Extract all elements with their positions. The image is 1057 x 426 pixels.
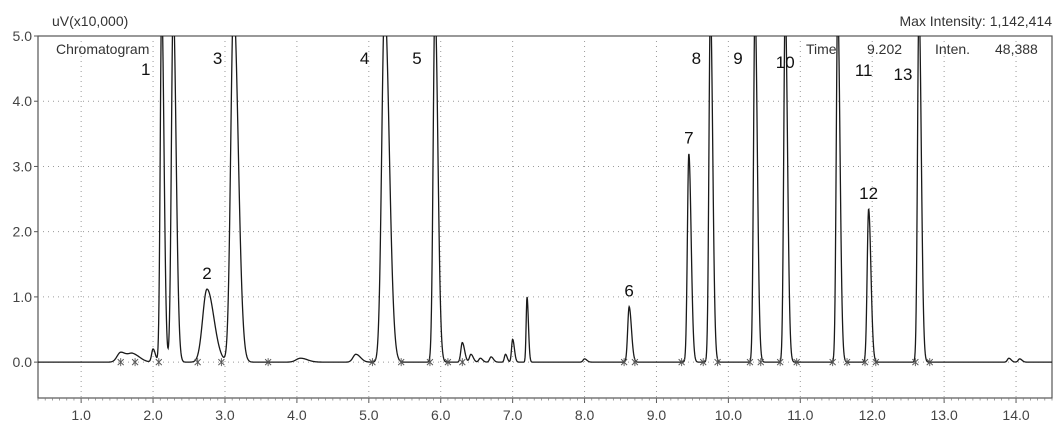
peak-label: 13 <box>893 65 912 84</box>
x-tick-label: 3.0 <box>215 407 235 423</box>
chromatogram-trace <box>38 36 1052 363</box>
readout-inten-value: 48,388 <box>995 41 1038 57</box>
x-tick-label: 6.0 <box>431 407 451 423</box>
peak-label: 5 <box>412 49 421 68</box>
chart-title: Chromatogram <box>56 41 149 57</box>
peak-label: 1 <box>141 60 150 79</box>
x-tick-label: 14.0 <box>1002 407 1029 423</box>
y-tick-label: 4.0 <box>13 93 33 109</box>
integration-mark <box>155 358 163 367</box>
integration-mark <box>631 358 639 367</box>
integration-mark <box>194 358 201 367</box>
integration-mark <box>444 358 452 367</box>
integration-mark <box>131 358 139 367</box>
peak-label: 9 <box>733 49 742 68</box>
peak-label: 11 <box>855 61 873 80</box>
integration-mark <box>843 358 851 367</box>
integration-mark <box>264 358 272 367</box>
readout-time-value: 9.202 <box>867 41 902 57</box>
peak-label: 7 <box>684 128 693 147</box>
peak-label: 10 <box>776 53 795 72</box>
x-tick-label: 1.0 <box>71 407 91 423</box>
integration-mark <box>746 358 754 367</box>
y-axis-label: uV(x10,000) <box>52 13 128 29</box>
signal-line <box>38 36 1052 363</box>
peak-label: 4 <box>360 49 369 68</box>
readout-time-label: Time <box>806 41 837 57</box>
integration-mark <box>776 358 784 367</box>
y-tick-label: 3.0 <box>13 158 33 174</box>
integration-mark <box>912 358 919 367</box>
x-axis-ticks: 1.0 2.0 3.0 4.0 5.0 6.0 7.0 8.0 9.0 10.0 11.0 12.0 1… <box>37 398 1053 423</box>
x-tick-label: 8.0 <box>575 407 595 423</box>
integration-mark <box>926 358 934 367</box>
y-tick-label: 0.0 <box>13 354 33 370</box>
integration-mark <box>117 358 125 367</box>
x-tick-label: 13.0 <box>931 407 958 423</box>
peak-label: 8 <box>692 49 701 68</box>
integration-mark <box>861 358 869 367</box>
y-axis-ticks: 0.0 1.0 2.0 3.0 4.0 5.0 <box>13 28 38 370</box>
x-tick-label: 11.0 <box>787 407 813 423</box>
x-tick-label: 10.0 <box>715 407 742 423</box>
y-tick-label: 1.0 <box>13 289 33 305</box>
max-intensity-label: Max Intensity: 1,142,414 <box>899 13 1052 29</box>
integration-mark <box>678 358 685 367</box>
integration-mark <box>397 358 405 367</box>
integration-mark <box>699 358 707 367</box>
peak-label: 6 <box>624 282 633 301</box>
x-tick-label: 4.0 <box>287 407 307 423</box>
integration-mark <box>426 358 434 367</box>
peak-label: 12 <box>859 184 878 203</box>
x-tick-label: 7.0 <box>503 407 523 423</box>
integration-mark <box>757 358 765 367</box>
integration-mark <box>872 358 880 367</box>
integration-mark <box>369 358 376 367</box>
integration-mark <box>714 358 721 367</box>
y-tick-label: 5.0 <box>13 28 33 44</box>
integration-mark <box>458 358 466 367</box>
x-tick-label: 5.0 <box>359 407 379 423</box>
integration-mark <box>829 358 836 367</box>
integration-mark <box>793 358 801 367</box>
integration-mark <box>620 358 628 367</box>
plot-area <box>37 35 1053 399</box>
x-tick-label: 12.0 <box>859 407 886 423</box>
peak-label: 2 <box>202 264 211 283</box>
integration-mark <box>218 358 225 367</box>
readout-inten-label: Inten. <box>935 41 970 57</box>
integration-marks <box>117 358 934 367</box>
x-tick-label: 2.0 <box>143 407 163 423</box>
peak-label: 3 <box>213 49 222 68</box>
y-tick-label: 2.0 <box>13 224 33 240</box>
x-tick-label: 9.0 <box>647 407 667 423</box>
